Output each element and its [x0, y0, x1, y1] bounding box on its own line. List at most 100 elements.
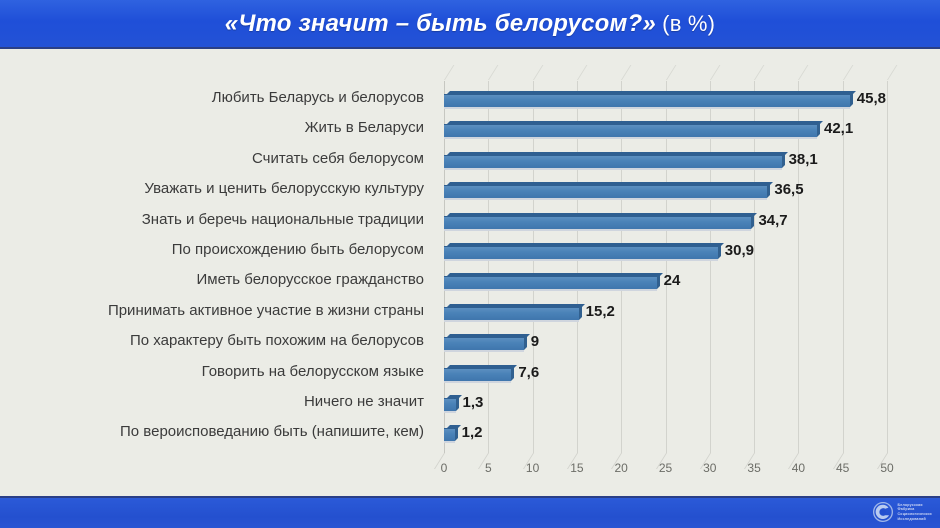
bar-top-face: [447, 243, 724, 246]
category-label: Принимать активное участие в жизни стран…: [107, 301, 424, 319]
x-tick-label: 35: [747, 461, 761, 475]
gridline: [488, 81, 490, 453]
bar[interactable]: 38,1: [444, 151, 818, 170]
slide-footer: Белорусская Фабрика Социологических Исследо…: [0, 496, 940, 528]
bar-top-face: [447, 303, 585, 307]
bar-body: [444, 154, 782, 168]
bar-body: [444, 428, 455, 442]
bar-body: [444, 276, 657, 290]
bar-side-face: [455, 395, 459, 411]
bar-shadow: [444, 411, 456, 413]
gridline-perspective-top: [576, 65, 588, 80]
gridline-perspective-top: [621, 65, 632, 80]
bar[interactable]: 36,5: [444, 181, 804, 201]
bar-chart: Любить Беларусь и белорусов Жить в Белару…: [0, 49, 940, 496]
bar-shadow: [444, 228, 752, 231]
bar-side-face: [817, 121, 820, 138]
bar-top-face: [447, 334, 530, 338]
bar-body: [444, 246, 718, 259]
bar[interactable]: 15,2: [444, 303, 615, 322]
bar-side-face: [523, 334, 527, 351]
bar[interactable]: 45,8: [444, 90, 886, 109]
gridline-perspective-top: [754, 65, 765, 80]
gridline-perspective-top: [532, 65, 543, 80]
x-tick-label: 25: [658, 461, 673, 475]
bar-value-label: 1,3: [462, 394, 484, 411]
bar-top-face: [447, 395, 462, 398]
bar[interactable]: 1,2: [444, 424, 482, 444]
x-tick-label: 5: [484, 461, 492, 475]
bar-shadow: [444, 107, 850, 109]
bar-side-face: [511, 364, 515, 381]
bar-body: [444, 306, 579, 320]
bar-body: [444, 185, 768, 199]
bar-body: [444, 215, 752, 229]
bar-shadow: [444, 198, 768, 201]
bar-body: [444, 94, 850, 107]
category-label: Говорить на белорусском языке: [201, 362, 424, 380]
bar-side-face: [781, 151, 785, 168]
bar-value-label: 42,1: [824, 120, 854, 138]
bar-top-face: [447, 121, 823, 125]
bar-value-label: 15,2: [585, 302, 615, 320]
bar-side-face: [751, 212, 755, 229]
bar-side-face: [767, 182, 771, 199]
bar-shadow: [444, 259, 718, 261]
bar-value-label: 45,8: [856, 90, 886, 107]
bar-shadow: [444, 319, 579, 322]
gridline: [532, 81, 534, 453]
category-label: Знать и беречь национальные традиции: [141, 210, 424, 228]
x-tick-label: 10: [525, 461, 540, 475]
bar[interactable]: 30,9: [444, 242, 754, 261]
gridline-perspective-top: [444, 65, 455, 80]
organization-logo-line: Социологических: [897, 512, 932, 516]
category-label: Любить Беларусь и белорусов: [211, 89, 424, 106]
category-label: По вероисповеданию быть (напишите, кем): [120, 423, 424, 441]
gridline-perspective-top: [488, 65, 499, 80]
x-tick-label: 15: [570, 461, 584, 475]
bar-top-face: [447, 151, 788, 155]
bar-shadow: [444, 441, 455, 444]
page-title-main: «Что значит – быть белорусом?»: [224, 9, 656, 37]
bar[interactable]: 34,7: [444, 212, 788, 231]
swirl-circle-icon: [872, 501, 893, 523]
bar-shadow: [444, 137, 817, 140]
bar-value-label: 30,9: [724, 242, 754, 259]
bar-value-label: 34,7: [758, 211, 788, 229]
bar-value-label: 7,6: [518, 363, 540, 381]
bar-shadow: [444, 380, 512, 383]
gridline: [798, 81, 800, 453]
page-title: «Что значит – быть белорусом?» (в %): [225, 10, 715, 38]
bar[interactable]: 7,6: [444, 364, 539, 383]
gridline: [621, 81, 623, 453]
bar-top-face: [447, 212, 758, 216]
gridline: [665, 81, 667, 453]
bar-side-face: [717, 243, 721, 259]
slide-header: «Что значит – быть белорусом?» (в %): [0, 0, 940, 49]
bar[interactable]: 1,3: [444, 394, 483, 413]
bar-top-face: [447, 364, 518, 368]
bar[interactable]: 42,1: [444, 120, 853, 140]
organization-logo-text: Белорусская Фабрика Социологических Исследо…: [898, 503, 933, 521]
gridline: [754, 81, 756, 453]
gridline: [576, 81, 578, 453]
bar-value-label: 38,1: [788, 150, 818, 168]
bar-body: [444, 124, 817, 138]
value-axis: 0 5 10 15 20 25 30 35 40 45 50: [441, 461, 904, 483]
bar-side-face: [578, 303, 582, 320]
bar-body: [444, 398, 456, 411]
category-axis: Любить Беларусь и белорусов Жить в Белару…: [0, 49, 432, 449]
bar[interactable]: 9: [444, 333, 539, 353]
bar-body: [444, 367, 512, 381]
bar-value-label: 1,2: [461, 424, 483, 442]
page-title-suffix: (в %): [655, 10, 716, 36]
x-tick-label: 50: [880, 461, 894, 475]
category-label: Ничего не значит: [303, 393, 424, 410]
x-tick-label: 30: [703, 461, 717, 475]
gridline-perspective-top: [798, 65, 809, 80]
gridline: [709, 81, 711, 453]
bar-value-label: 36,5: [774, 181, 804, 199]
bar-shadow: [444, 350, 524, 353]
bar[interactable]: 24: [444, 272, 680, 292]
